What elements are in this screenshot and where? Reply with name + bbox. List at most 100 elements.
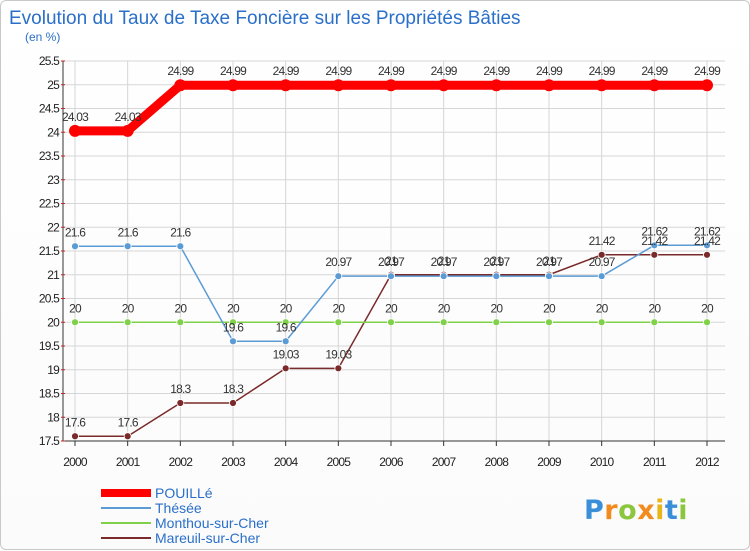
data-point — [439, 318, 448, 327]
data-point — [69, 124, 81, 137]
data-point — [597, 272, 606, 281]
data-label: 20 — [280, 301, 293, 315]
data-point — [595, 79, 608, 92]
data-point — [229, 318, 237, 327]
data-label: 24.03 — [62, 110, 89, 124]
chart-subtitle: (en %) — [25, 30, 60, 44]
legend-label: Thésée — [155, 500, 202, 516]
x-tick-label: 2003 — [221, 455, 246, 469]
y-tick-label: 24 — [47, 125, 60, 139]
legend: POUILLéThéséeMonthou-sur-CherMareuil-sur… — [101, 485, 269, 546]
data-label: 17.6 — [65, 415, 86, 429]
data-point — [597, 318, 606, 327]
data-point — [701, 79, 713, 92]
data-point — [490, 79, 503, 92]
y-tick-label: 17.5 — [39, 434, 60, 448]
data-point — [334, 318, 343, 327]
data-point — [437, 79, 450, 92]
data-label: 20 — [174, 301, 187, 315]
data-point — [385, 79, 397, 92]
data-point — [227, 79, 239, 92]
data-label: 21.42 — [589, 234, 616, 248]
brand-letter: i — [678, 495, 688, 526]
y-tick-label: 24.5 — [39, 102, 60, 116]
data-label: 20 — [438, 301, 451, 315]
data-label: 21.6 — [118, 225, 139, 239]
data-label: 21.62 — [641, 224, 668, 238]
data-label: 24.99 — [378, 64, 405, 78]
data-point — [439, 272, 448, 281]
data-label: 20 — [543, 301, 556, 315]
data-point — [176, 399, 185, 407]
data-label: 24.99 — [536, 64, 563, 78]
data-label: 24.03 — [115, 110, 142, 124]
data-point — [332, 79, 345, 92]
y-tick-label: 20 — [47, 315, 60, 329]
data-label: 20.97 — [589, 255, 616, 269]
legend-label: Mareuil-sur-Cher — [155, 530, 260, 546]
data-label: 20 — [596, 301, 609, 315]
data-point — [545, 318, 553, 327]
data-label: 20 — [490, 301, 503, 315]
axes — [61, 60, 725, 446]
data-label: 21 — [490, 254, 503, 268]
x-tick-label: 2012 — [695, 455, 720, 469]
data-label: 20 — [332, 301, 345, 315]
data-label: 21 — [438, 254, 451, 268]
y-tick-label: 18 — [47, 410, 60, 424]
brand-letter: t — [665, 495, 678, 526]
x-tick-label: 2000 — [63, 455, 88, 469]
data-point — [545, 272, 553, 281]
data-point — [648, 79, 661, 92]
data-label: 20 — [385, 301, 398, 315]
y-tick-label: 25.5 — [39, 54, 60, 68]
data-point — [703, 250, 711, 259]
x-tick-label: 2006 — [379, 455, 404, 469]
data-point — [121, 124, 134, 137]
data-point — [492, 318, 501, 327]
data-point — [650, 250, 659, 259]
data-label: 21.6 — [65, 225, 86, 239]
x-tick-labels: 2000 2001 2002 2003 2004 2005 2006 2007 2008 2009… — [63, 455, 720, 469]
data-label: 21 — [385, 254, 398, 268]
data-label: 20 — [648, 301, 661, 315]
data-label: 20.97 — [378, 255, 405, 269]
data-label: 20.97 — [325, 255, 352, 269]
data-point — [123, 242, 132, 251]
data-point — [543, 79, 555, 92]
x-tick-label: 2007 — [432, 455, 457, 469]
data-point — [703, 241, 711, 250]
y-tick-label: 20.5 — [39, 292, 60, 306]
legend-label: Monthou-sur-Cher — [155, 515, 269, 531]
data-point — [229, 337, 237, 346]
y-tick-label: 19.5 — [39, 339, 60, 353]
y-tick-label: 23 — [47, 173, 60, 187]
data-label: 24.99 — [694, 64, 721, 78]
data-points — [69, 79, 713, 441]
x-tick-label: 2011 — [643, 455, 667, 469]
data-label: 24.99 — [589, 64, 616, 78]
data-label: 20 — [701, 301, 714, 315]
y-tick-label: 21.5 — [39, 244, 60, 258]
data-label: 18.3 — [170, 382, 191, 396]
data-label: 18.3 — [223, 382, 244, 396]
data-point — [281, 364, 290, 373]
x-tick-label: 2004 — [274, 455, 299, 469]
data-point — [123, 432, 132, 441]
data-point — [387, 318, 395, 327]
data-label: 24.99 — [483, 64, 510, 78]
data-label: 24.99 — [431, 64, 458, 78]
data-label: 21.42 — [641, 234, 668, 248]
y-tick-label: 21 — [47, 268, 60, 282]
data-label: 20.97 — [483, 255, 510, 269]
grid-lines — [63, 60, 725, 442]
brand-letter: P — [584, 495, 604, 526]
proxiti-logo: Proxiti — [584, 495, 688, 526]
data-point — [71, 242, 79, 251]
data-label: 21.42 — [694, 234, 721, 248]
brand-letter: i — [655, 495, 665, 526]
data-point — [334, 272, 343, 281]
data-label: 20 — [227, 301, 240, 315]
data-point — [492, 272, 501, 281]
